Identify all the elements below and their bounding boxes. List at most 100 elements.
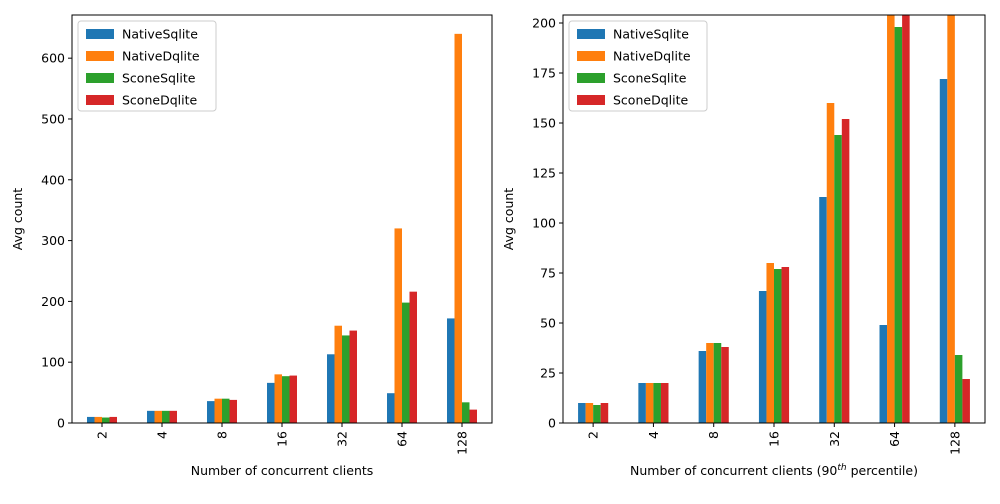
x-tick-label: 16 bbox=[767, 431, 782, 447]
x-axis-label-part: Number of concurrent clients bbox=[191, 463, 374, 478]
bar bbox=[841, 119, 850, 423]
x-tick-label: 16 bbox=[275, 431, 290, 447]
y-tick-label: 100 bbox=[41, 355, 65, 370]
chart: 0 100 200 300 400 500 600 2 4 8 16 32 64 128 Number of… bbox=[10, 14, 493, 478]
bar bbox=[585, 403, 594, 423]
axes-frame bbox=[71, 14, 493, 424]
bar bbox=[349, 330, 357, 423]
x-tick-label: 128 bbox=[947, 431, 962, 455]
bar bbox=[819, 197, 827, 423]
bar bbox=[766, 263, 774, 423]
bar bbox=[578, 403, 586, 423]
bars bbox=[87, 33, 477, 423]
x-axis-label: Number of concurrent clients (90th perce… bbox=[630, 463, 918, 478]
legend-label: SconeDqlite bbox=[122, 93, 197, 108]
y-axis-label: Avg count bbox=[10, 188, 25, 250]
bars bbox=[578, 15, 970, 423]
y-tick-label: 75 bbox=[540, 266, 556, 281]
y-tick-label: 100 bbox=[532, 216, 556, 231]
bar bbox=[402, 302, 410, 423]
bar bbox=[947, 15, 955, 423]
bar bbox=[653, 383, 661, 423]
legend-label: NativeDqlite bbox=[613, 49, 691, 64]
y-tick-label: 0 bbox=[57, 416, 65, 431]
y-tick-label: 300 bbox=[41, 233, 65, 248]
bar bbox=[834, 135, 842, 423]
legend-swatch bbox=[577, 29, 605, 39]
bar bbox=[162, 410, 170, 423]
bar bbox=[222, 398, 230, 423]
bar bbox=[954, 355, 963, 423]
bar bbox=[409, 291, 417, 423]
bar bbox=[638, 383, 646, 423]
y-tick-label: 175 bbox=[532, 66, 556, 81]
bar bbox=[902, 15, 910, 423]
legend-box bbox=[77, 20, 217, 112]
legend-label: SconeSqlite bbox=[122, 71, 196, 86]
bar bbox=[109, 416, 117, 423]
x-axis-label-part: th bbox=[837, 463, 847, 473]
y-tick-label: 50 bbox=[540, 316, 556, 331]
y-tick-label: 125 bbox=[532, 166, 556, 181]
bar bbox=[387, 393, 395, 423]
bar bbox=[645, 383, 654, 423]
bar bbox=[826, 103, 835, 423]
x-tick-label: 4 bbox=[646, 431, 661, 439]
bar bbox=[334, 325, 342, 423]
x-tick-label: 8 bbox=[215, 431, 230, 439]
x-tick-label: 4 bbox=[155, 431, 170, 439]
bar bbox=[706, 343, 714, 423]
bar bbox=[327, 354, 335, 423]
bar bbox=[600, 403, 609, 423]
bar bbox=[342, 335, 350, 423]
bar bbox=[939, 79, 948, 423]
bar bbox=[454, 33, 462, 423]
y-tick-label: 200 bbox=[532, 16, 556, 31]
y-tick-label: 25 bbox=[540, 366, 556, 381]
bar bbox=[282, 376, 290, 423]
chart: 0 25 50 75 100 125 150 175 200 2 4 8 16 32 64 128 Number… bbox=[501, 14, 986, 478]
x-tick-label: 32 bbox=[335, 431, 350, 447]
legend-swatch bbox=[577, 95, 605, 105]
bar bbox=[962, 379, 970, 423]
bar bbox=[774, 269, 782, 423]
legend-swatch bbox=[86, 29, 114, 39]
bar bbox=[274, 374, 282, 423]
bar bbox=[102, 417, 110, 423]
x-tick-label: 2 bbox=[586, 431, 601, 439]
x-tick-label: 32 bbox=[827, 431, 842, 447]
bar bbox=[289, 375, 297, 423]
legend-label: SconeSqlite bbox=[613, 71, 687, 86]
y-tick-label: 400 bbox=[41, 172, 65, 187]
bar bbox=[660, 383, 669, 423]
bar bbox=[698, 351, 707, 423]
bar bbox=[593, 405, 601, 423]
legend-label: NativeDqlite bbox=[122, 49, 200, 64]
bar bbox=[469, 409, 477, 423]
y-tick-label: 500 bbox=[41, 111, 65, 126]
bar bbox=[207, 401, 215, 423]
legend-swatch bbox=[577, 73, 605, 83]
axes-frame bbox=[562, 14, 986, 424]
legend-label: NativeSqlite bbox=[122, 27, 198, 42]
bar bbox=[721, 347, 729, 423]
y-axis-label: Avg count bbox=[501, 188, 516, 250]
y-tick-label: 150 bbox=[532, 116, 556, 131]
x-tick-label: 64 bbox=[887, 431, 902, 447]
x-tick-label: 128 bbox=[455, 431, 470, 455]
bar bbox=[267, 382, 275, 423]
bar bbox=[87, 416, 95, 423]
bar bbox=[169, 410, 177, 423]
x-axis-label-part: percentile) bbox=[847, 463, 918, 478]
bar bbox=[887, 15, 895, 423]
legend-label: SconeDqlite bbox=[613, 93, 688, 108]
x-axis-label-part: Number of concurrent clients (90 bbox=[630, 463, 837, 478]
legend-swatch bbox=[86, 51, 114, 61]
x-tick-label: 2 bbox=[95, 431, 110, 439]
bar bbox=[214, 398, 222, 423]
bar bbox=[94, 416, 102, 423]
y-tick-label: 0 bbox=[548, 416, 556, 431]
bar bbox=[229, 399, 237, 423]
y-tick-label: 600 bbox=[41, 51, 65, 66]
